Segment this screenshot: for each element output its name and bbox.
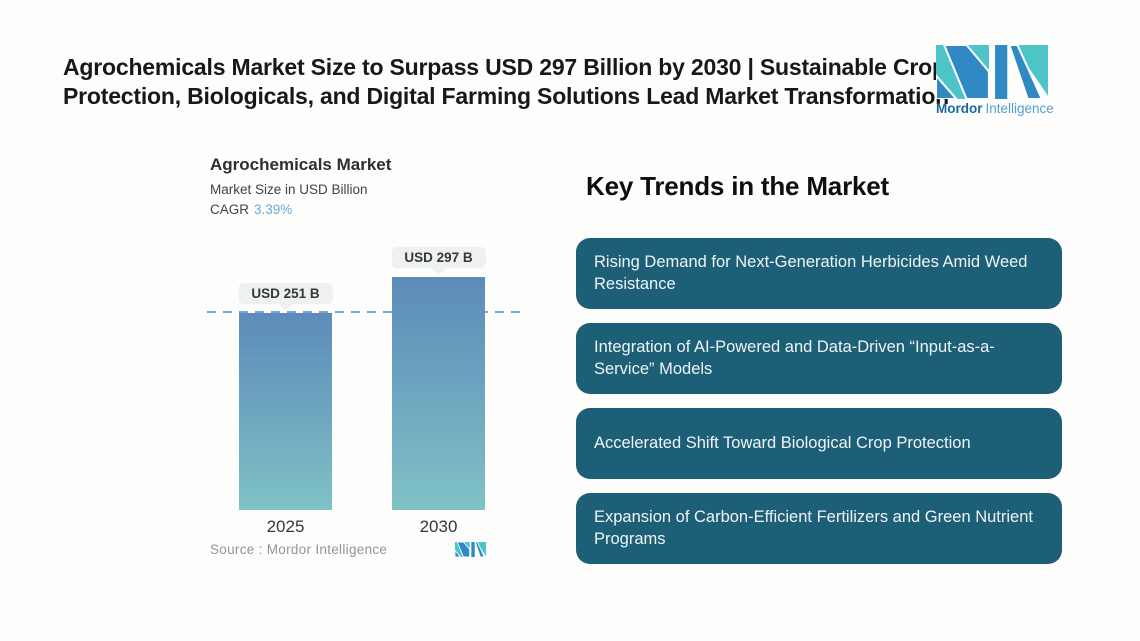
page-title-line-2: Protection, Biologicals, and Digital Far… (63, 82, 950, 109)
trend-card-text: Accelerated Shift Toward Biological Crop… (594, 433, 971, 452)
brand-logo: Mordor Intelligence (936, 45, 1054, 116)
trend-card-text: Rising Demand for Next-Generation Herbic… (594, 252, 1028, 293)
chart-cagr: CAGR 3.39% (210, 202, 391, 217)
trend-card-biological-crop-protection: Accelerated Shift Toward Biological Crop… (576, 408, 1062, 479)
bar-value-label-2025: USD 251 B (238, 283, 333, 304)
source-logo-icon (455, 542, 486, 557)
trends-heading: Key Trends in the Market (586, 171, 889, 201)
reference-line (207, 311, 525, 313)
source-text: Source : Mordor Intelligence (210, 542, 388, 557)
trend-card-ai-input-as-a-service: Integration of AI-Powered and Data-Drive… (576, 323, 1062, 394)
cagr-value: 3.39% (254, 202, 293, 217)
brand-wordmark: Mordor Intelligence (936, 101, 1054, 116)
bar-2030 (392, 277, 485, 510)
bar-value-label-2030: USD 297 B (391, 247, 486, 268)
trend-card-text: Integration of AI-Powered and Data-Drive… (594, 337, 995, 378)
chart-header: Agrochemicals Market Market Size in USD … (210, 155, 391, 217)
bar-chart-plot: USD 251 B 2025 USD 297 B 2030 (205, 240, 525, 536)
page-title: Agrochemicals Market Size to Surpass USD… (63, 53, 953, 111)
x-axis-label-2025: 2025 (266, 517, 305, 536)
cagr-label: CAGR (210, 202, 250, 217)
bar-value-text: USD 297 B (404, 250, 473, 265)
brand-name-bold: Mordor (936, 101, 983, 116)
page-title-line-1: Agrochemicals Market Size to Surpass USD… (63, 54, 946, 80)
trend-card-herbicides: Rising Demand for Next-Generation Herbic… (576, 238, 1062, 309)
bar-value-text: USD 251 B (251, 286, 320, 301)
bar-group-2025: USD 251 B 2025 (238, 240, 333, 536)
mordor-intelligence-logo-icon (936, 45, 1048, 99)
trend-card-carbon-efficient-fertilizers: Expansion of Carbon-Efficient Fertilizer… (576, 493, 1062, 564)
bar-group-2030: USD 297 B 2030 (391, 240, 486, 536)
bar-2025 (239, 313, 332, 510)
x-axis-label-2030: 2030 (419, 517, 458, 536)
chart-source-row: Source : Mordor Intelligence (210, 542, 486, 557)
brand-name-light: Intelligence (985, 101, 1054, 116)
trend-card-text: Expansion of Carbon-Efficient Fertilizer… (594, 507, 1033, 548)
chart-subtitle: Market Size in USD Billion (210, 182, 368, 197)
chart-title: Agrochemicals Market (210, 155, 392, 174)
